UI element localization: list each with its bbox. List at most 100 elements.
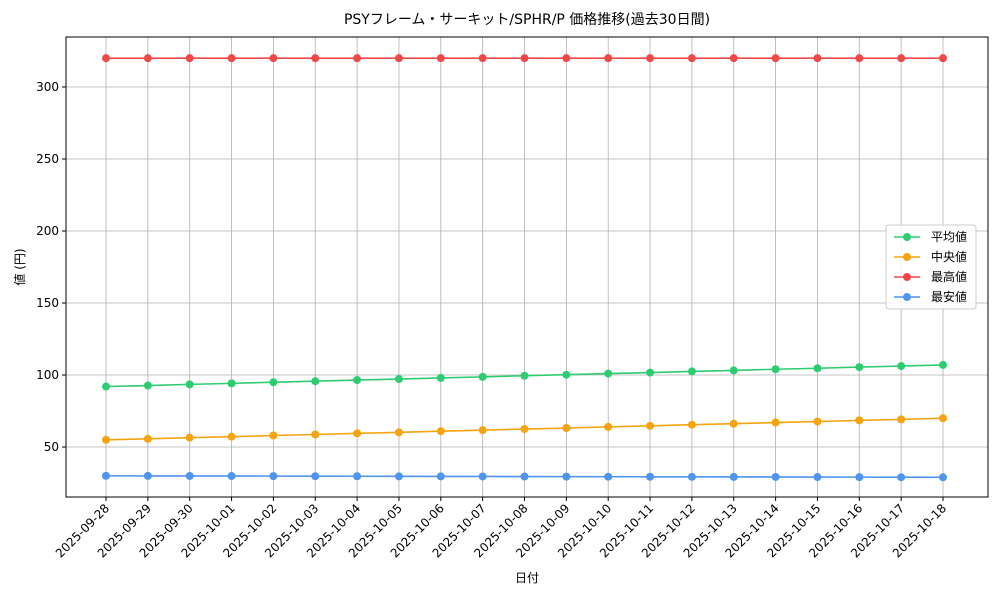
point: [520, 425, 529, 434]
point: [562, 54, 571, 63]
point: [269, 472, 278, 481]
point: [143, 434, 152, 443]
point: [604, 422, 613, 431]
point: [143, 471, 152, 480]
point: [813, 473, 822, 482]
point: [353, 429, 362, 438]
point: [687, 54, 696, 63]
point: [102, 382, 110, 391]
point: [185, 471, 194, 480]
point: [311, 430, 320, 439]
point: [771, 418, 780, 427]
point: [687, 367, 696, 376]
point: [436, 472, 445, 481]
point: [897, 415, 906, 424]
point: [478, 426, 487, 435]
point: [729, 366, 738, 375]
point: [729, 419, 738, 428]
point: [394, 54, 403, 63]
point: [855, 363, 864, 372]
point: [436, 54, 445, 63]
point: [646, 54, 655, 63]
point: [604, 54, 613, 63]
point: [897, 362, 906, 371]
point: [813, 54, 822, 63]
point: [855, 416, 864, 425]
point: [939, 473, 947, 482]
point: [478, 54, 487, 63]
point: [143, 54, 152, 63]
point: [897, 473, 906, 482]
legend-marker: [903, 233, 911, 241]
x-axis-label: 日付: [515, 571, 539, 585]
point: [729, 54, 738, 63]
point: [102, 54, 110, 63]
point: [813, 364, 822, 373]
point: [394, 472, 403, 481]
point: [311, 377, 320, 386]
plot-frame: [65, 36, 989, 498]
point: [227, 432, 236, 441]
point: [646, 368, 655, 377]
point: [897, 54, 906, 63]
legend-marker: [903, 293, 911, 301]
point: [939, 414, 947, 423]
point: [102, 471, 110, 480]
point: [520, 371, 529, 380]
point: [436, 373, 445, 382]
point: [687, 472, 696, 481]
point: [687, 420, 696, 429]
y-axis-label: 値 (円): [12, 248, 27, 285]
point: [311, 54, 320, 63]
point: [771, 54, 780, 63]
point: [562, 424, 571, 433]
chart-title: PSYフレーム・サーキット/SPHR/P 価格推移(過去30日間): [344, 12, 710, 28]
point: [562, 472, 571, 481]
point: [771, 472, 780, 481]
point: [394, 428, 403, 437]
point: [436, 427, 445, 436]
legend-marker: [903, 273, 911, 281]
point: [771, 365, 780, 374]
legend-label: 最安値: [931, 289, 967, 304]
point: [604, 472, 613, 481]
point: [185, 54, 194, 63]
point: [353, 54, 362, 63]
y-tick-label: 100: [36, 368, 59, 382]
point: [227, 472, 236, 481]
point: [520, 54, 529, 63]
point: [143, 381, 152, 390]
point: [562, 370, 571, 379]
point: [604, 369, 613, 378]
legend-marker: [903, 253, 911, 261]
point: [646, 472, 655, 481]
y-tick-label: 300: [36, 80, 59, 94]
point: [353, 472, 362, 481]
legend-label: 平均値: [931, 229, 967, 244]
point: [855, 54, 864, 63]
y-tick-label: 50: [44, 440, 59, 454]
point: [227, 54, 236, 63]
y-tick-label: 150: [36, 296, 59, 310]
point: [353, 376, 362, 385]
point: [646, 421, 655, 430]
point: [939, 360, 947, 369]
point: [269, 431, 278, 440]
point: [394, 375, 403, 384]
point: [813, 417, 822, 426]
legend-box: [885, 224, 977, 310]
point: [311, 472, 320, 481]
point: [520, 472, 529, 481]
point: [185, 433, 194, 442]
y-tick-label: 250: [36, 152, 59, 166]
point: [729, 472, 738, 481]
point: [185, 380, 194, 389]
legend-label: 中央値: [931, 249, 967, 264]
point: [269, 378, 278, 387]
legend-label: 最高値: [931, 269, 967, 284]
point: [478, 472, 487, 481]
point: [855, 473, 864, 482]
point: [227, 379, 236, 388]
point: [269, 54, 278, 63]
